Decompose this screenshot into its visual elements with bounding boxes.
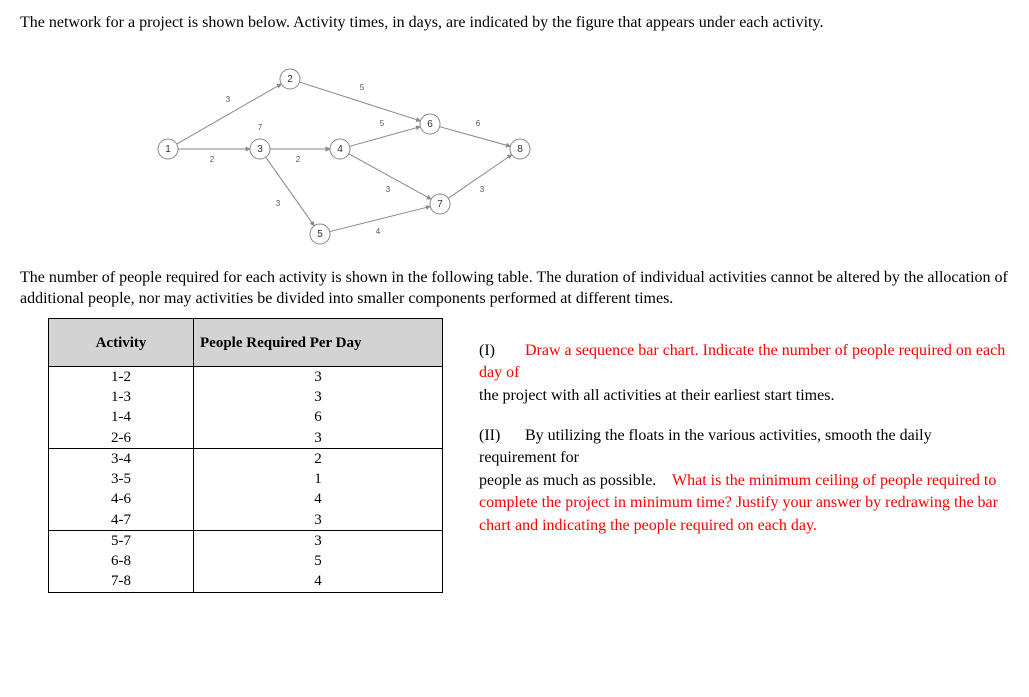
edge-weight: 3: [480, 185, 485, 194]
table-row: 7-84: [49, 571, 443, 592]
question-2-red-2: chart and indicating the people required…: [479, 517, 817, 534]
edge-weight: 2: [210, 155, 215, 164]
edge-weight: 5: [380, 119, 385, 128]
node-label: 7: [437, 199, 443, 210]
cell-people: 2: [194, 448, 443, 469]
node-label: 6: [427, 119, 433, 130]
question-2-black-1: By utilizing the floats in the various a…: [479, 427, 932, 466]
node-label: 1: [165, 144, 171, 155]
edge-weight: 4: [376, 227, 381, 236]
node-label: 4: [337, 144, 343, 155]
question-1-black: the project with all activities at their…: [479, 387, 834, 404]
cell-people: 1: [194, 469, 443, 489]
people-table: Activity People Required Per Day 1-231-3…: [48, 318, 443, 593]
cell-people: 3: [194, 428, 443, 449]
node-label: 5: [317, 229, 323, 240]
network-edge: [177, 84, 282, 144]
cell-people: 6: [194, 407, 443, 427]
table-row: 1-46: [49, 407, 443, 427]
cell-activity: 2-6: [49, 428, 194, 449]
intro-paragraph-2: The number of people required for each a…: [20, 267, 1009, 310]
cell-people: 4: [194, 489, 443, 509]
cell-people: 3: [194, 387, 443, 407]
edge-weight: 5: [360, 83, 365, 92]
cell-activity: 1-3: [49, 387, 194, 407]
edge-weight: 3: [276, 199, 281, 208]
cell-activity: 7-8: [49, 571, 194, 592]
table-row: 3-42: [49, 448, 443, 469]
cell-activity: 3-5: [49, 469, 194, 489]
edge-weight: 2: [296, 155, 301, 164]
cell-people: 4: [194, 571, 443, 592]
cell-activity: 6-8: [49, 551, 194, 571]
intro-paragraph-1: The network for a project is shown below…: [20, 12, 1009, 34]
cell-people: 3: [194, 530, 443, 551]
edge-weight: 3: [386, 185, 391, 194]
network-edge: [266, 157, 314, 226]
cell-people: 3: [194, 510, 443, 531]
cell-activity: 1-2: [49, 366, 194, 387]
question-2-roman: (II): [479, 425, 521, 447]
question-2: (II) By utilizing the floats in the vari…: [479, 425, 1009, 537]
table-row: 4-64: [49, 489, 443, 509]
table-header-activity: Activity: [49, 318, 194, 366]
network-edge: [350, 126, 421, 146]
table-row: 5-73: [49, 530, 443, 551]
edge-weight: 7: [258, 123, 263, 132]
table-header-people: People Required Per Day: [194, 318, 443, 366]
cell-people: 5: [194, 551, 443, 571]
node-label: 3: [257, 144, 263, 155]
edge-weight: 3: [226, 95, 231, 104]
edge-weight: 6: [476, 119, 481, 128]
questions-block: (I) Draw a sequence bar chart. Indicate …: [479, 318, 1009, 555]
question-2-black-2: people as much as possible.: [479, 472, 656, 489]
cell-activity: 1-4: [49, 407, 194, 427]
table-row: 3-51: [49, 469, 443, 489]
question-1-red: Draw a sequence bar chart. Indicate the …: [479, 342, 1005, 381]
table-row: 6-85: [49, 551, 443, 571]
cell-people: 3: [194, 366, 443, 387]
node-label: 2: [287, 74, 293, 85]
table-row: 1-33: [49, 387, 443, 407]
cell-activity: 5-7: [49, 530, 194, 551]
question-1: (I) Draw a sequence bar chart. Indicate …: [479, 340, 1009, 407]
node-label: 8: [517, 144, 523, 155]
cell-activity: 4-7: [49, 510, 194, 531]
network-edge: [440, 126, 511, 146]
cell-activity: 4-6: [49, 489, 194, 509]
table-row: 4-73: [49, 510, 443, 531]
table-row: 1-23: [49, 366, 443, 387]
network-diagram: 3 2 7 2 3 5 5 3 4 6 3 1 2 3 4 5 6 7 8: [130, 44, 1009, 259]
cell-activity: 3-4: [49, 448, 194, 469]
table-row: 2-63: [49, 428, 443, 449]
question-1-roman: (I): [479, 340, 521, 362]
